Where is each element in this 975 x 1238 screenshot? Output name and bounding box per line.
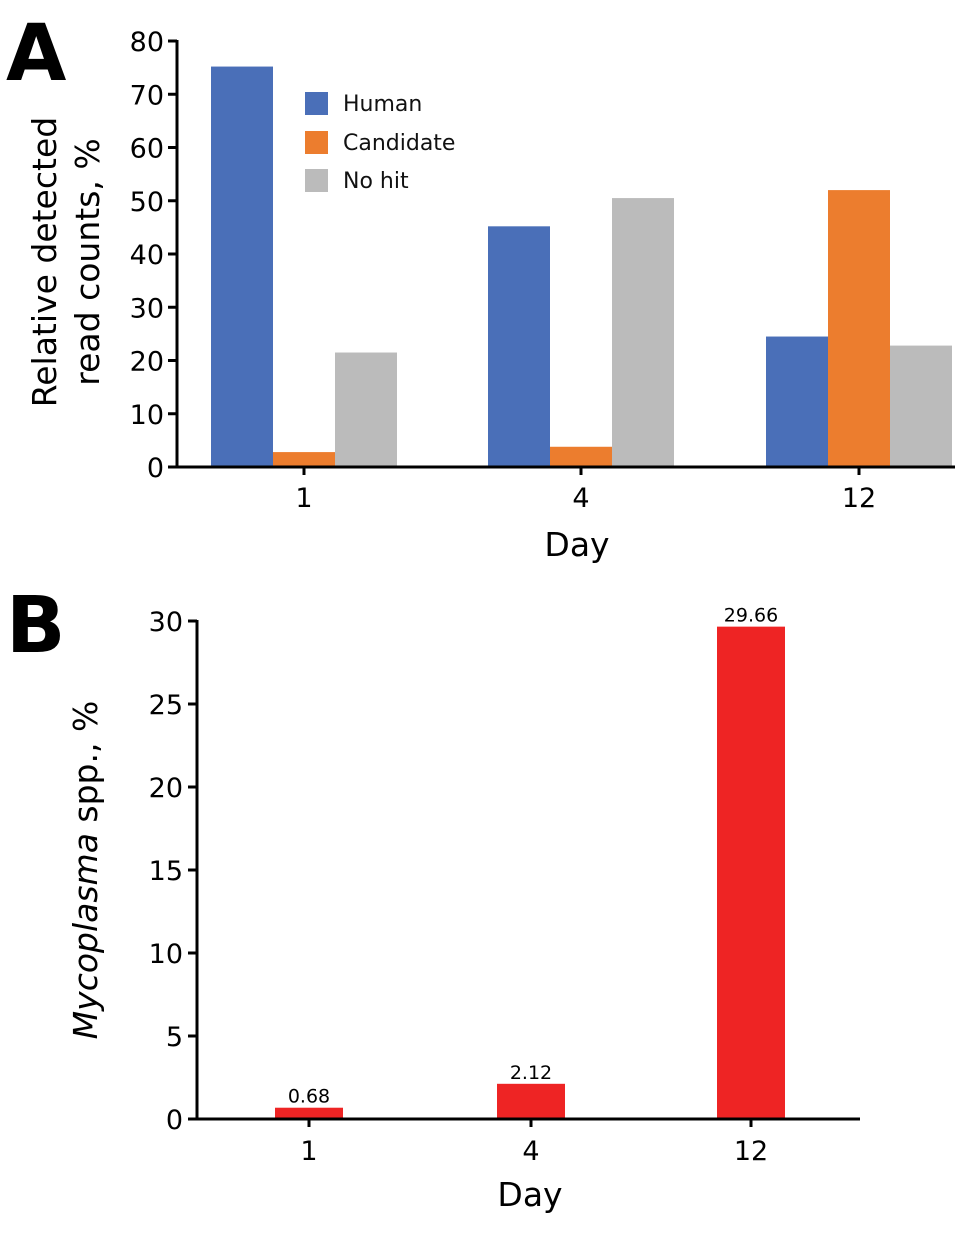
legend-label-candidate: Candidate [343,131,455,156]
bar-candidate-day-4 [550,446,612,467]
panel-b-bars: 0.68 2.12 29.66 [275,605,785,1119]
panel-a-x-tick-label: 4 [572,483,589,514]
bar-mycoplasma-day-12 [717,626,785,1119]
panel-b-x-tick-label: 1 [300,1136,317,1167]
bar-no-hit-day-12 [890,345,952,467]
panel-b-y-axis-title-suffix: spp., % [66,701,105,833]
legend-label-no-hit: No hit [343,169,409,194]
panel-b: B Mycoplasma spp., % Day 0.68 2.12 29.66 0… [6,581,860,1214]
bar-human-day-1 [211,66,273,467]
bar-mycoplasma-day-4 [497,1083,565,1119]
bar-no-hit-day-1 [335,352,397,467]
panel-a-y-tick-label: 40 [130,240,164,271]
panel-a-y-tick-label: 10 [130,400,164,431]
bar-candidate-day-12 [828,190,890,467]
legend-label-human: Human [343,92,422,117]
panel-a-y-axis-title-line: read counts, % [68,138,107,385]
panel-a-y-axis-title-line: Relative detected [25,117,64,407]
panel-a-y-tick-label: 50 [130,187,164,218]
panel-b-y-tick-label: 20 [149,773,183,804]
bar-mycoplasma-day-1 [275,1107,343,1119]
panel-b-y-tick-label: 30 [149,607,183,638]
panel-a: A Relative detected read counts, % Day 0 1… [6,9,955,564]
legend-swatch-candidate [305,131,328,154]
legend-swatch-no-hit [305,169,328,192]
panel-a-bars [211,66,952,467]
panel-b-y-tick-label: 5 [166,1022,183,1053]
panel-a-legend: Human Candidate No hit [305,92,455,194]
panel-b-y-axis-title: Mycoplasma spp., % [66,701,105,1040]
panel-a-y-tick-label: 20 [130,347,164,378]
panel-a-y-axis-title: Relative detected read counts, % [25,117,107,407]
panel-a-x-axis-title: Day [544,525,609,564]
panel-b-y-axis-title-text: Mycoplasma spp., % [66,701,105,1040]
panel-a-axes: 0 10 20 30 40 50 60 70 80 1 4 12 [130,27,955,514]
panel-b-x-axis-title: Day [497,1175,562,1214]
bar-candidate-day-1 [273,452,335,467]
panel-a-y-tick-label: 70 [130,80,164,111]
panel-b-y-tick-label: 10 [149,939,183,970]
legend-swatch-human [305,92,328,115]
bar-value-label: 0.68 [288,1086,330,1108]
panel-a-x-tick-label: 1 [295,483,312,514]
panel-b-letter: B [6,581,65,671]
panel-b-y-tick-label: 0 [166,1105,183,1136]
bar-no-hit-day-4 [612,198,674,467]
bar-human-day-4 [488,226,550,467]
panel-b-y-axis-title-genus: Mycoplasma [66,833,105,1039]
panel-a-y-tick-label: 60 [130,134,164,165]
bar-value-label: 29.66 [724,605,778,627]
panel-a-y-tick-label: 30 [130,293,164,324]
bar-value-label: 2.12 [510,1062,552,1084]
panel-b-x-tick-label: 4 [522,1136,539,1167]
panel-a-y-tick-label: 0 [147,453,164,484]
panel-b-y-tick-label: 25 [149,690,183,721]
panel-b-y-tick-label: 15 [149,856,183,887]
panel-a-letter: A [6,9,66,99]
panel-b-axes: 0 5 10 15 20 25 30 1 4 12 [149,607,860,1167]
panel-a-x-tick-label: 12 [842,483,876,514]
panel-b-x-tick-label: 12 [734,1136,768,1167]
bar-human-day-12 [766,336,828,467]
panel-a-y-tick-label: 80 [130,27,164,58]
